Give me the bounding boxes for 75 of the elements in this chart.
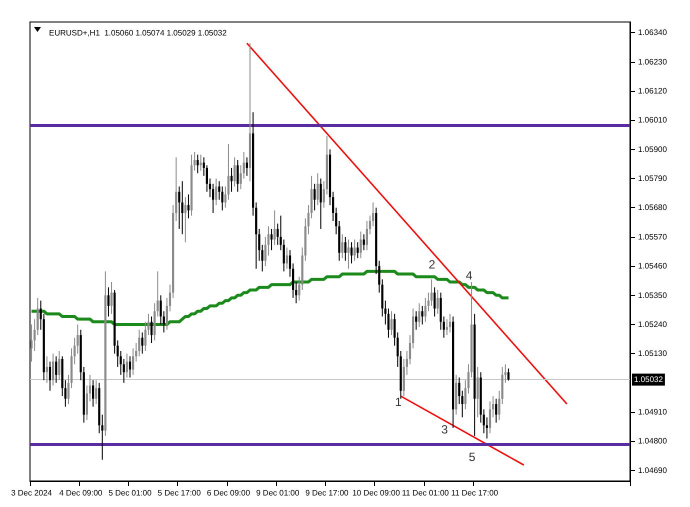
candlestick — [92, 380, 94, 408]
y-tick-label: 1.05460 — [638, 262, 668, 271]
y-tick-label: 1.05240 — [638, 320, 668, 329]
candlestick — [181, 180, 184, 235]
x-tick-label: 5 Dec 17:00 — [158, 488, 202, 498]
candlestick — [150, 316, 153, 344]
annotation: 1 — [395, 394, 402, 409]
candlestick — [246, 156, 248, 176]
annotation: 3 — [441, 422, 448, 437]
x-tick-label: 9 Dec 17:00 — [305, 488, 350, 498]
candlestick — [476, 366, 479, 418]
candlestick — [200, 154, 202, 172]
candlestick — [48, 361, 52, 392]
candlestick — [184, 196, 186, 243]
y-tick-label: 1.05130 — [638, 349, 668, 358]
y-tick-label: 1.05900 — [638, 144, 668, 154]
candlestick — [421, 305, 424, 325]
candlestick — [360, 231, 362, 259]
text: EURUSD+,H1 1.05060 1.05074 1.05029 1.05032 — [49, 28, 228, 38]
y-tick-label: 1.04910 — [638, 408, 668, 417]
candlestick — [274, 210, 276, 246]
x-tick-label: 5 Dec 01:00 — [108, 488, 152, 498]
y-tick-label: 1.06120 — [638, 86, 668, 96]
y-tick-label: 1.06010 — [638, 116, 668, 125]
candlestick — [95, 380, 98, 405]
candlestick — [390, 310, 393, 336]
candlestick — [314, 183, 316, 211]
candlestick — [418, 302, 420, 328]
x-tick-label: 6 Dec 09:00 — [206, 488, 251, 498]
candlestick — [320, 178, 322, 230]
candlestick — [126, 353, 128, 378]
candlestick — [187, 194, 190, 219]
candlestick — [354, 239, 356, 262]
x-tick-label: 9 Dec 01:00 — [256, 488, 300, 498]
candlestick — [316, 172, 319, 206]
candlestick — [415, 310, 418, 330]
candlestick — [286, 247, 288, 270]
candlestick — [350, 242, 353, 264]
candlestick — [236, 159, 239, 192]
candlestick — [107, 286, 110, 318]
candlestick — [341, 234, 344, 259]
candlestick — [52, 353, 54, 386]
ref-line-label: 1.05032 — [634, 375, 664, 384]
y-tick-label: 1.04690 — [638, 466, 668, 475]
x-tick-label: 4 Dec 09:00 — [59, 488, 103, 498]
y-tick-label: 1.05570 — [638, 232, 668, 242]
candlestick — [128, 356, 132, 378]
candlestick — [347, 239, 350, 270]
annotation: 5 — [468, 450, 476, 464]
y-tick-label: 1.05350 — [638, 290, 668, 300]
x-tick-label: 3 Dec 2024 — [11, 488, 53, 498]
annotation: 2 — [428, 257, 436, 272]
candlestick — [234, 156, 236, 187]
candlestick — [196, 154, 199, 174]
x-tick-label: 11 Dec 01:00 — [402, 488, 450, 498]
candlestick — [356, 242, 359, 259]
x-tick-label: 11 Dec 17:00 — [451, 488, 499, 498]
candlestick — [344, 236, 346, 262]
x-tick-label: 10 Dec 09:00 — [352, 488, 400, 498]
candlestick — [215, 178, 218, 206]
candlestick — [141, 332, 144, 354]
candlestick — [434, 286, 436, 318]
candlestick — [55, 356, 58, 384]
annotation: 4 — [466, 268, 473, 283]
y-tick-label: 1.06340 — [638, 28, 668, 38]
y-tick-label: 1.06230 — [638, 57, 668, 66]
y-tick-label: 1.05790 — [638, 174, 668, 184]
candlestick — [507, 368, 510, 381]
y-tick-label: 1.04800 — [638, 436, 668, 446]
candlestick — [495, 398, 498, 424]
candlestick — [110, 282, 113, 314]
candlestick — [436, 289, 439, 314]
candlestick — [362, 234, 365, 251]
y-tick-label: 1.05680 — [638, 203, 668, 212]
candlestick — [58, 350, 60, 381]
